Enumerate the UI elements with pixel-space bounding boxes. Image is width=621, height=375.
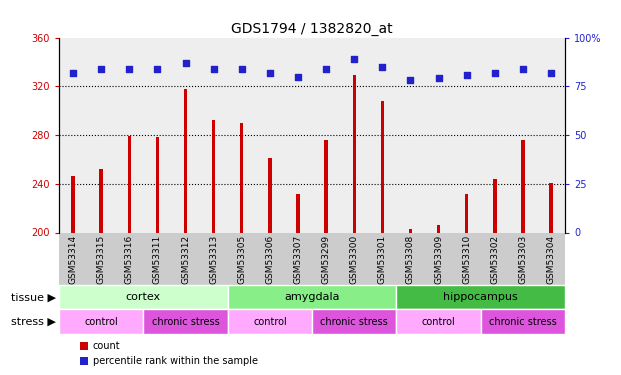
Point — [209, 66, 219, 72]
Point — [321, 66, 331, 72]
Text: GSM53304: GSM53304 — [546, 235, 556, 284]
Text: GSM53316: GSM53316 — [125, 235, 134, 284]
Bar — [212, 120, 215, 232]
Text: GSM53308: GSM53308 — [406, 235, 415, 284]
Bar — [228, 285, 396, 309]
Point — [546, 70, 556, 76]
Text: control: control — [84, 316, 118, 327]
Bar — [521, 140, 525, 232]
Text: amygdala: amygdala — [284, 292, 340, 302]
Text: hippocampus: hippocampus — [443, 292, 518, 302]
Text: GSM53303: GSM53303 — [519, 235, 527, 284]
Text: tissue ▶: tissue ▶ — [11, 292, 56, 302]
Bar — [296, 194, 300, 232]
Legend: count, percentile rank within the sample: count, percentile rank within the sample — [76, 338, 261, 370]
Text: GSM53310: GSM53310 — [462, 235, 471, 284]
Point — [68, 70, 78, 76]
Text: GSM53314: GSM53314 — [68, 235, 78, 284]
Text: chronic stress: chronic stress — [489, 316, 557, 327]
Bar — [99, 169, 103, 232]
Bar — [381, 101, 384, 232]
Bar — [59, 309, 143, 334]
Point — [152, 66, 162, 72]
Text: control: control — [422, 316, 455, 327]
Text: chronic stress: chronic stress — [152, 316, 219, 327]
Text: GSM53306: GSM53306 — [265, 235, 274, 284]
Text: GSM53313: GSM53313 — [209, 235, 218, 284]
Text: GDS1794 / 1382820_at: GDS1794 / 1382820_at — [231, 22, 393, 36]
Point — [462, 72, 472, 78]
Point — [237, 66, 247, 72]
Bar — [156, 138, 159, 232]
Text: GSM53300: GSM53300 — [350, 235, 359, 284]
Text: cortex: cortex — [126, 292, 161, 302]
Point — [265, 70, 275, 76]
Bar — [59, 285, 228, 309]
Point — [349, 56, 359, 62]
Bar — [240, 123, 243, 232]
Text: control: control — [253, 316, 287, 327]
Point — [96, 66, 106, 72]
Bar — [396, 285, 565, 309]
Bar — [353, 75, 356, 232]
Point — [124, 66, 134, 72]
Bar — [409, 229, 412, 232]
Bar — [143, 309, 228, 334]
Point — [406, 77, 415, 83]
Bar — [493, 179, 497, 232]
Text: GSM53312: GSM53312 — [181, 235, 190, 284]
Bar — [437, 225, 440, 232]
Bar — [228, 309, 312, 334]
Text: GSM53302: GSM53302 — [491, 235, 499, 284]
Bar — [481, 309, 565, 334]
Bar — [184, 89, 187, 232]
Text: GSM53305: GSM53305 — [237, 235, 247, 284]
Bar — [71, 177, 75, 232]
Point — [181, 60, 191, 66]
Point — [490, 70, 500, 76]
Text: GSM53309: GSM53309 — [434, 235, 443, 284]
Text: GSM53315: GSM53315 — [97, 235, 106, 284]
Bar — [465, 194, 468, 232]
Text: chronic stress: chronic stress — [320, 316, 388, 327]
Bar — [396, 309, 481, 334]
Bar — [312, 309, 396, 334]
Bar — [127, 136, 131, 232]
Point — [293, 74, 303, 80]
Bar — [550, 183, 553, 232]
Text: stress ▶: stress ▶ — [11, 316, 56, 327]
Bar — [268, 158, 271, 232]
Point — [378, 64, 388, 70]
Point — [518, 66, 528, 72]
Point — [433, 75, 443, 81]
Text: GSM53311: GSM53311 — [153, 235, 162, 284]
Text: GSM53301: GSM53301 — [378, 235, 387, 284]
Text: GSM53299: GSM53299 — [322, 235, 330, 284]
Text: GSM53307: GSM53307 — [294, 235, 302, 284]
Bar — [324, 140, 328, 232]
